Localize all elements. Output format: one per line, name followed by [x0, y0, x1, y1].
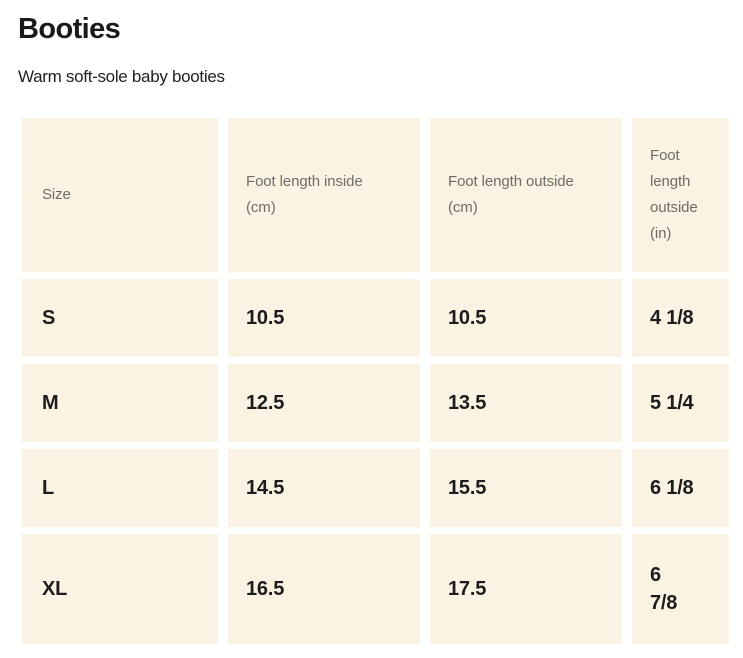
header-cell-foot-length-outside-in: Foot length outside (in)	[632, 118, 729, 273]
header-label-foot-length-inside-cm: Foot length inside (cm)	[246, 173, 363, 217]
cell-l-outside-in: 6 1/8	[632, 449, 729, 528]
cell-size-l: L	[22, 449, 218, 528]
cell-l-inside-cm: 14.5	[228, 449, 420, 528]
header-cell-foot-length-outside-cm: Foot length outside (cm)	[430, 118, 622, 273]
cell-s-outside-cm: 10.5	[430, 279, 622, 358]
cell-size-xl: XL	[22, 534, 218, 645]
cell-m-inside-cm: 12.5	[228, 364, 420, 443]
header-label-foot-length-outside-cm: Foot length outside (cm)	[448, 173, 574, 217]
page-title: Booties	[18, 13, 121, 45]
header-cell-size: Size	[22, 118, 218, 273]
header-label-foot-length-outside-in: Foot length outside (in)	[650, 147, 698, 243]
header-label-size: Size	[42, 186, 71, 204]
cell-xl-outside-in: 6 7/8	[632, 534, 729, 645]
cell-s-outside-in: 4 1/8	[632, 279, 729, 358]
header-cell-foot-length-inside-cm: Foot length inside (cm)	[228, 118, 420, 273]
cell-size-s: S	[22, 279, 218, 358]
cell-l-outside-cm: 15.5	[430, 449, 622, 528]
cell-xl-inside-cm: 16.5	[228, 534, 420, 645]
cell-xl-outside-cm: 17.5	[430, 534, 622, 645]
cell-m-outside-in: 5 1/4	[632, 364, 729, 443]
cell-size-m: M	[22, 364, 218, 443]
cell-m-outside-cm: 13.5	[430, 364, 622, 443]
page-subtitle: Warm soft-sole baby booties	[18, 66, 225, 86]
size-chart-table: Size Foot length inside (cm) Foot length…	[22, 118, 729, 645]
cell-s-inside-cm: 10.5	[228, 279, 420, 358]
